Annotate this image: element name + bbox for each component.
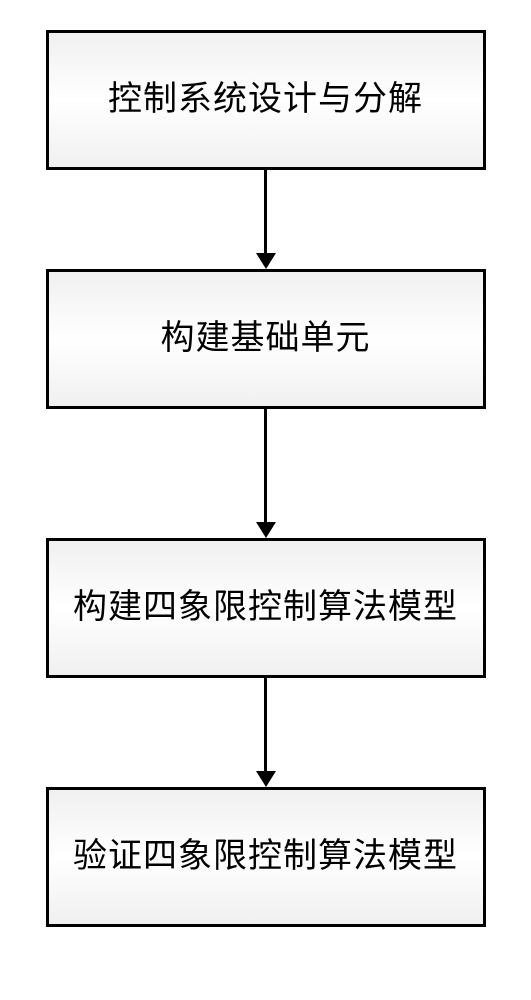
flowchart-arrow — [256, 678, 276, 787]
flowchart-node: 构建基础单元 — [46, 269, 486, 409]
flowchart-node: 验证四象限控制算法模型 — [46, 787, 486, 927]
flowchart-node: 控制系统设计与分解 — [46, 30, 486, 170]
arrow-head-icon — [256, 771, 276, 787]
node-label: 控制系统设计与分解 — [108, 78, 423, 122]
arrow-head-icon — [256, 253, 276, 269]
flowchart-container: 控制系统设计与分解 构建基础单元 构建四象限控制算法模型 验证四象限控制算法模型 — [46, 30, 486, 927]
node-label: 构建四象限控制算法模型 — [73, 586, 458, 630]
node-label: 构建基础单元 — [161, 317, 371, 361]
arrow-line — [264, 409, 267, 523]
arrow-line — [264, 678, 267, 772]
flowchart-arrow — [256, 170, 276, 269]
arrow-head-icon — [256, 522, 276, 538]
flowchart-arrow — [256, 409, 276, 538]
node-label: 验证四象限控制算法模型 — [73, 835, 458, 879]
flowchart-node: 构建四象限控制算法模型 — [46, 538, 486, 678]
arrow-line — [264, 170, 267, 254]
